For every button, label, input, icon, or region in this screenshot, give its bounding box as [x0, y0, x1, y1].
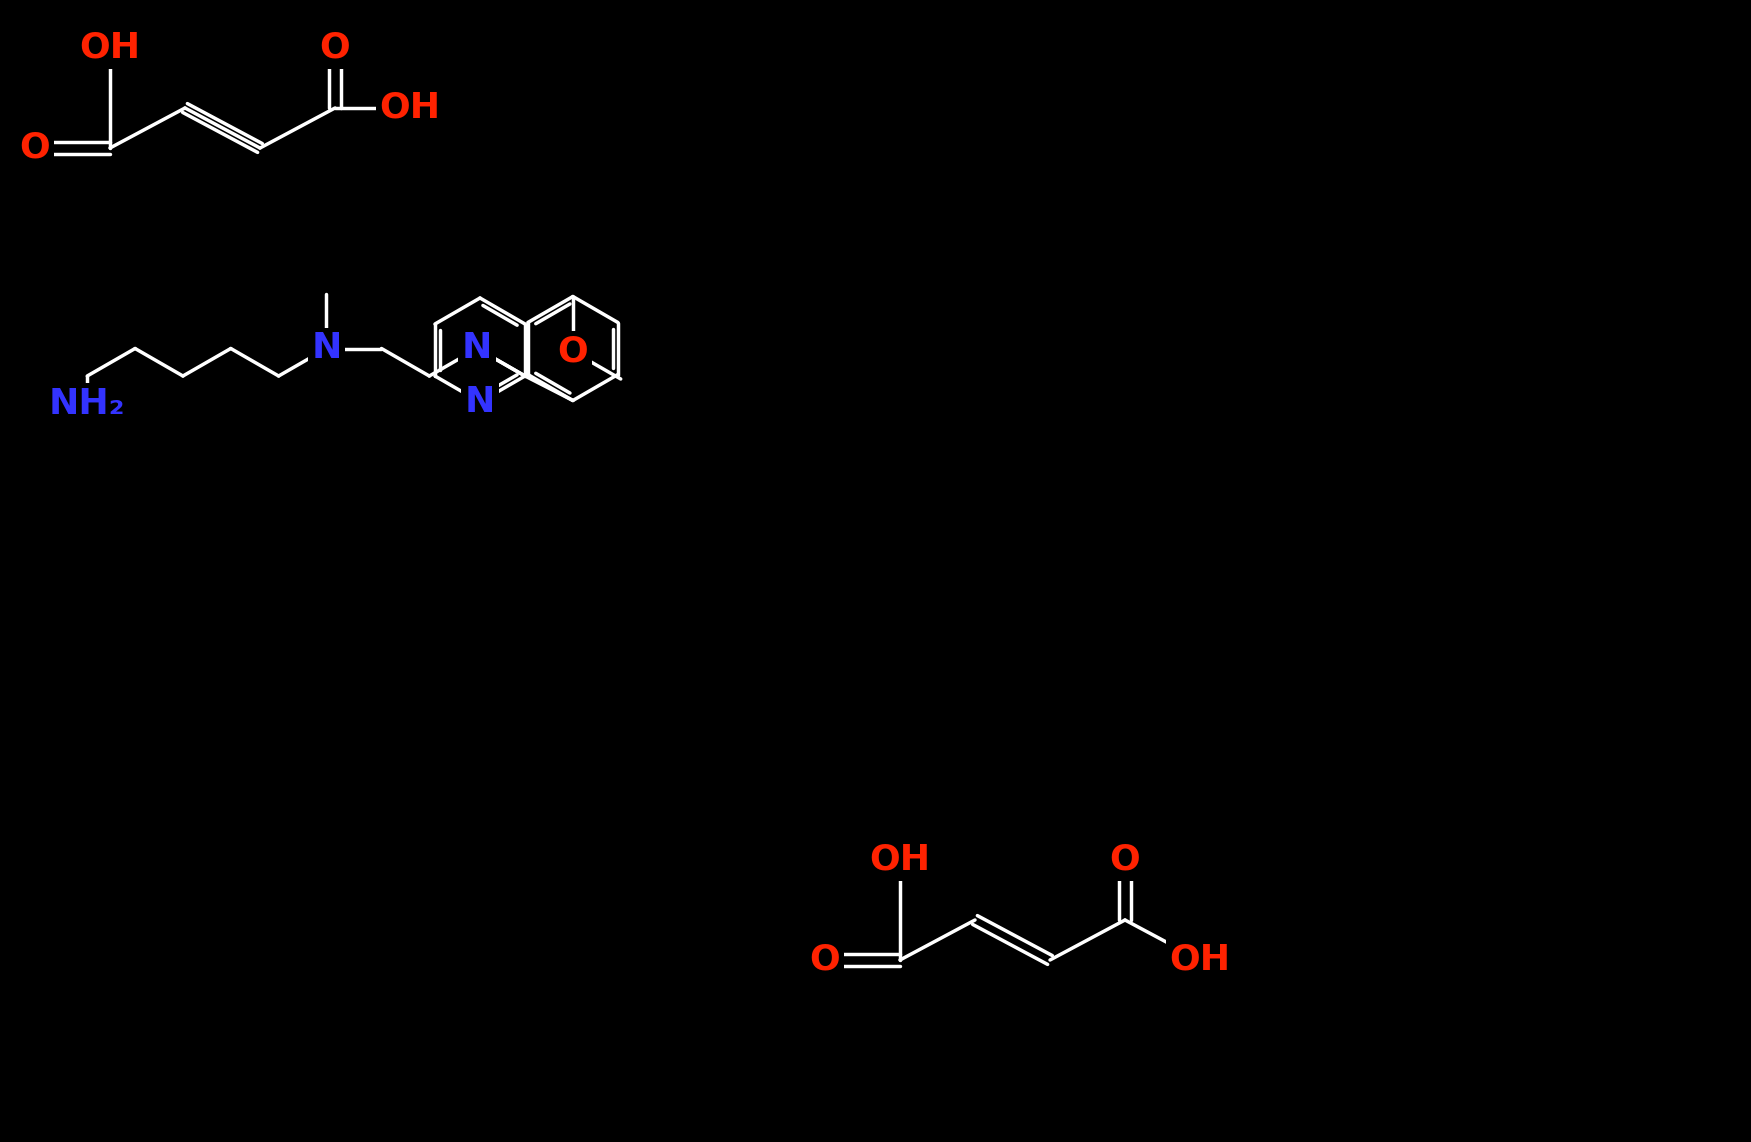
Text: OH: OH [79, 31, 140, 65]
Text: OH: OH [1170, 943, 1231, 978]
Text: O: O [557, 335, 588, 369]
Text: O: O [19, 131, 51, 164]
Text: N: N [462, 331, 492, 365]
Text: O: O [1110, 843, 1140, 877]
Text: O: O [809, 943, 840, 978]
Text: O: O [320, 31, 350, 65]
Text: N: N [464, 385, 496, 419]
Text: OH: OH [380, 91, 441, 124]
Text: NH₂: NH₂ [49, 386, 126, 420]
Text: OH: OH [870, 843, 930, 877]
Text: N: N [312, 331, 341, 365]
